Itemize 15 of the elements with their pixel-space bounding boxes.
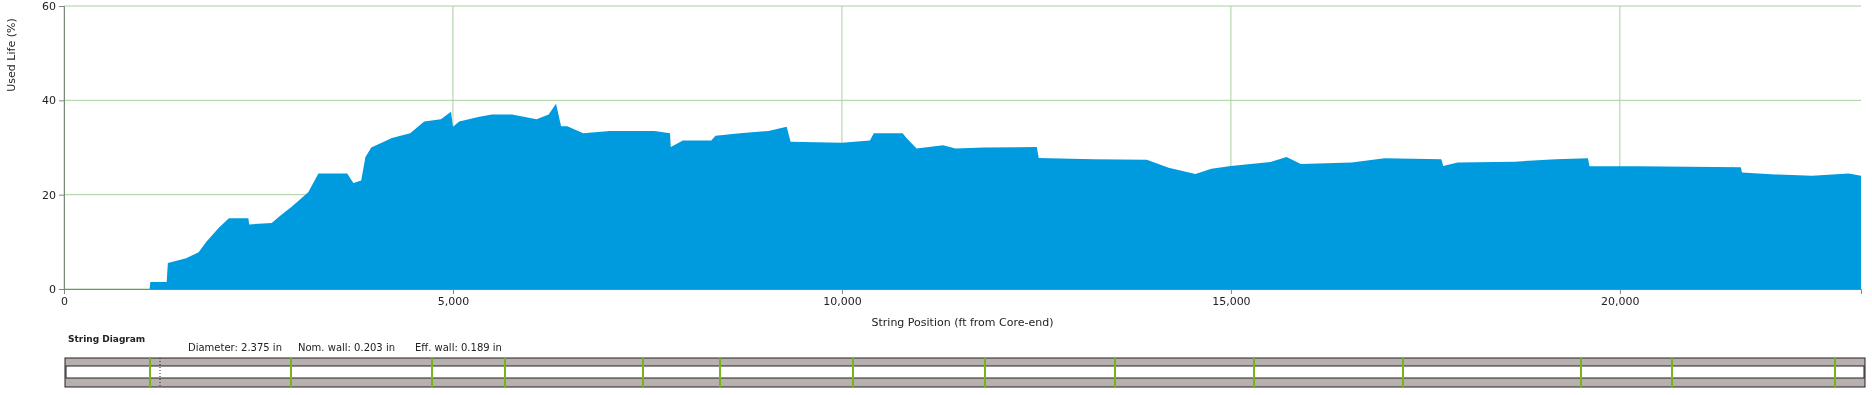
y-axis-title: Used Life (%) xyxy=(5,18,18,92)
y-tick-label: 60 xyxy=(42,0,56,14)
x-tick-label: 15,000 xyxy=(1212,294,1251,308)
x-tick-label: 10,000 xyxy=(823,294,862,308)
y-tick-label: 40 xyxy=(42,94,56,108)
text: Nom. wall: 0.203 in xyxy=(298,342,396,353)
x-axis-title: String Position (ft from Core-end) xyxy=(871,316,1054,329)
x-tick-label: 20,000 xyxy=(1601,294,1640,308)
x-tick-label: 5,000 xyxy=(437,294,470,308)
text: String Diagram xyxy=(68,334,146,344)
y-tick-label: 0 xyxy=(49,283,56,297)
x-tick-label: 0 xyxy=(61,294,68,308)
y-tick-label: 20 xyxy=(42,188,56,202)
text: Diameter: 2.375 in xyxy=(188,342,282,353)
text: Eff. wall: 0.189 in xyxy=(415,342,502,353)
